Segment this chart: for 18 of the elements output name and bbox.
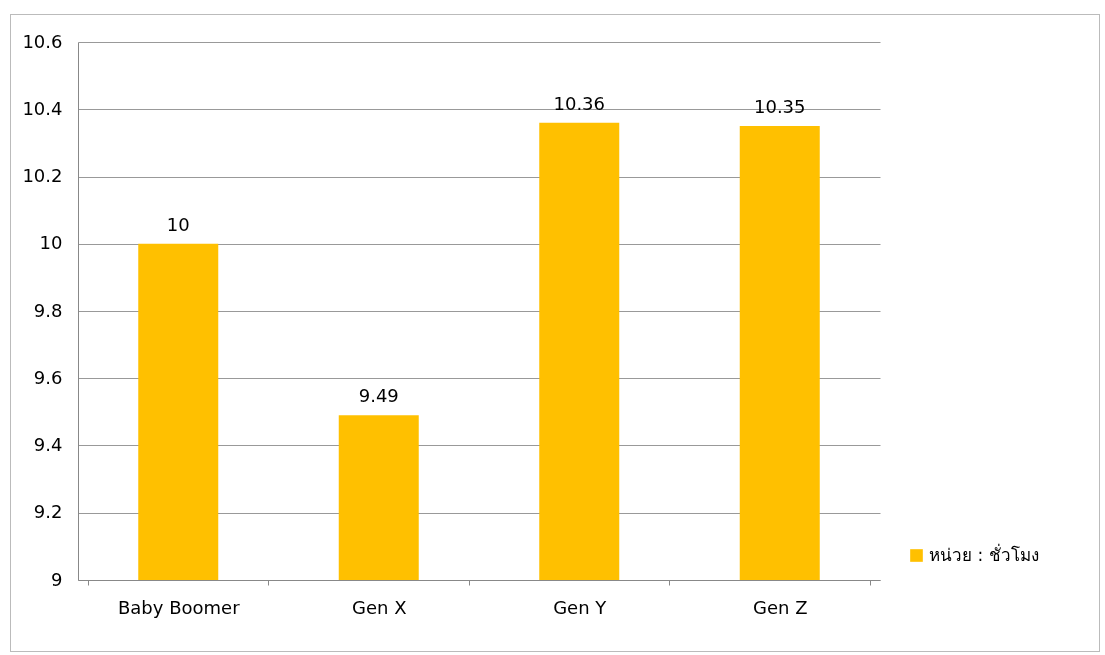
y-tick-label: 9.8 xyxy=(33,299,63,321)
y-tick-label: 10.2 xyxy=(22,165,63,186)
legend-label: หน่วย : ชั่วโมง xyxy=(929,542,1039,565)
data-label: 9.49 xyxy=(358,385,399,407)
y-tick-label: 9 xyxy=(51,568,63,590)
data-label: 10.36 xyxy=(553,92,606,114)
data-label: 10 xyxy=(166,213,190,235)
data-label: 10.35 xyxy=(753,96,806,118)
x-tick-label: Gen X xyxy=(352,596,407,618)
y-tick-label: 10 xyxy=(39,232,63,254)
y-tick-label: 9.2 xyxy=(33,501,63,523)
x-tick-label: Gen Z xyxy=(753,596,808,618)
x-tick-label: Baby Boomer xyxy=(117,596,241,618)
y-tick-label: 10.6 xyxy=(22,30,63,52)
y-tick-label: 9.4 xyxy=(33,434,63,455)
y-tick-label: 9.6 xyxy=(33,366,63,388)
x-tick-label: Gen Y xyxy=(553,596,608,618)
y-tick-label: 10.4 xyxy=(22,97,63,119)
